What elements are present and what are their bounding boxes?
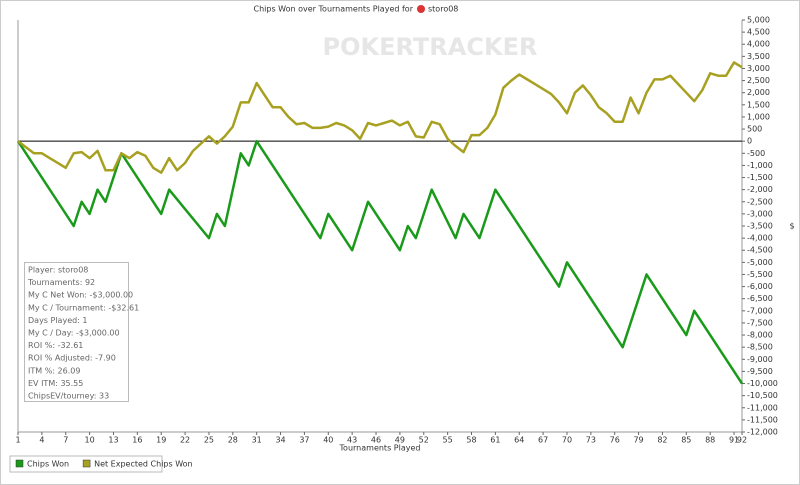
x-tick-label: 43	[347, 436, 357, 445]
x-tick-label: 34	[275, 436, 285, 445]
y-tick-label: -10,500	[747, 391, 778, 400]
y-tick-label: -1,000	[747, 161, 773, 170]
y-tick-label: -8,000	[747, 331, 773, 340]
y-tick-label: 4,000	[747, 40, 770, 49]
info-line: ITM %: 26.09	[28, 366, 80, 375]
y-tick-label: -3,500	[747, 222, 773, 231]
y-tick-label: 500	[747, 125, 762, 134]
y-tick-label: -2,500	[747, 197, 773, 206]
x-tick-label: 82	[657, 436, 667, 445]
player-icon	[417, 5, 425, 13]
x-tick-label: 88	[705, 436, 715, 445]
x-tick-label: 13	[108, 436, 118, 445]
info-line: ROI % Adjusted: -7.90	[28, 354, 116, 363]
legend-label: Chips Won	[27, 460, 69, 469]
x-tick-label: 37	[299, 436, 309, 445]
x-tick-label: 31	[252, 436, 262, 445]
info-line: Days Played: 1	[28, 316, 88, 325]
x-tick-label: 52	[419, 436, 429, 445]
x-tick-label: 55	[443, 436, 453, 445]
x-axis-label: Tournaments Played	[339, 444, 421, 453]
x-tick-label: 91	[729, 436, 739, 445]
y-tick-label: -6,000	[747, 282, 773, 291]
y-tick-label: -3,000	[747, 209, 773, 218]
y-tick-label: -6,500	[747, 294, 773, 303]
y-tick-label: -9,000	[747, 355, 773, 364]
y-tick-label: 5,000	[747, 16, 770, 25]
y-tick-label: 4,500	[747, 28, 770, 37]
x-tick-label: 4	[39, 436, 44, 445]
info-box	[24, 262, 129, 402]
info-line: ChipsEV/tourney: 33	[28, 392, 109, 401]
info-line: ROI %: -32.61	[28, 341, 83, 350]
y-tick-label: 2,500	[747, 76, 770, 85]
x-tick-label: 79	[633, 436, 643, 445]
y-tick-label: -5,500	[747, 270, 773, 279]
y-tick-label: -2,000	[747, 185, 773, 194]
info-line: Tournaments: 92	[27, 278, 95, 287]
x-tick-label: 1	[15, 436, 20, 445]
info-line: My C / Day: -$3,000.00	[28, 329, 120, 338]
series-line	[17, 61, 743, 174]
x-tick-label: 19	[156, 436, 166, 445]
x-tick-label: 16	[132, 436, 142, 445]
y-tick-label: -11,500	[747, 415, 778, 424]
y-tick-label: 2,000	[747, 88, 770, 97]
y-tick-label: -4,500	[747, 246, 773, 255]
x-tick-label: 64	[514, 436, 524, 445]
chart-title-player: storo08	[428, 5, 458, 14]
info-line: EV ITM: 35.55	[28, 379, 83, 388]
chart-title: Chips Won over Tournaments Played for	[254, 5, 414, 14]
x-tick-label: 49	[395, 436, 405, 445]
y-tick-label: -7,500	[747, 318, 773, 327]
y-tick-label: 3,500	[747, 52, 770, 61]
y-tick-label: -7,000	[747, 306, 773, 315]
y-tick-label: -10,000	[747, 379, 778, 388]
y-tick-label: -5,000	[747, 258, 773, 267]
x-tick-label: 40	[323, 436, 333, 445]
x-tick-label: 70	[562, 436, 572, 445]
series-line	[16, 139, 744, 385]
y-tick-label: 3,000	[747, 64, 770, 73]
x-tick-label: 28	[228, 436, 238, 445]
y-tick-label: -8,500	[747, 343, 773, 352]
y-axis-label: $	[789, 222, 794, 231]
x-tick-label: 92	[737, 436, 747, 445]
x-tick-label: 73	[586, 436, 596, 445]
x-tick-label: 46	[371, 436, 381, 445]
legend-label: Net Expected Chips Won	[94, 460, 193, 469]
x-tick-label: 58	[466, 436, 476, 445]
legend-swatch	[15, 459, 24, 468]
info-line: My C Net Won: -$3,000.00	[28, 291, 133, 300]
x-tick-label: 76	[610, 436, 620, 445]
x-tick-label: 22	[180, 436, 190, 445]
y-tick-label: -4,000	[747, 234, 773, 243]
info-line: My C / Tournament: -$32.61	[28, 303, 139, 312]
y-tick-label: -1,500	[747, 173, 773, 182]
y-tick-label: -500	[747, 149, 765, 158]
x-tick-label: 67	[538, 436, 548, 445]
x-tick-label: 85	[681, 436, 691, 445]
y-tick-label: 1,500	[747, 100, 770, 109]
y-tick-label: -12,000	[747, 428, 778, 437]
y-tick-label: -11,000	[747, 403, 778, 412]
info-line: Player: storo08	[28, 266, 88, 275]
y-tick-label: 1,000	[747, 112, 770, 121]
x-tick-label: 61	[490, 436, 500, 445]
x-tick-label: 7	[63, 436, 68, 445]
y-tick-label: 0	[747, 137, 752, 146]
legend-swatch	[82, 459, 91, 468]
x-tick-label: 10	[85, 436, 95, 445]
y-tick-label: -9,500	[747, 367, 773, 376]
watermark: POKERTRACKER	[323, 33, 538, 61]
x-tick-label: 25	[204, 436, 214, 445]
